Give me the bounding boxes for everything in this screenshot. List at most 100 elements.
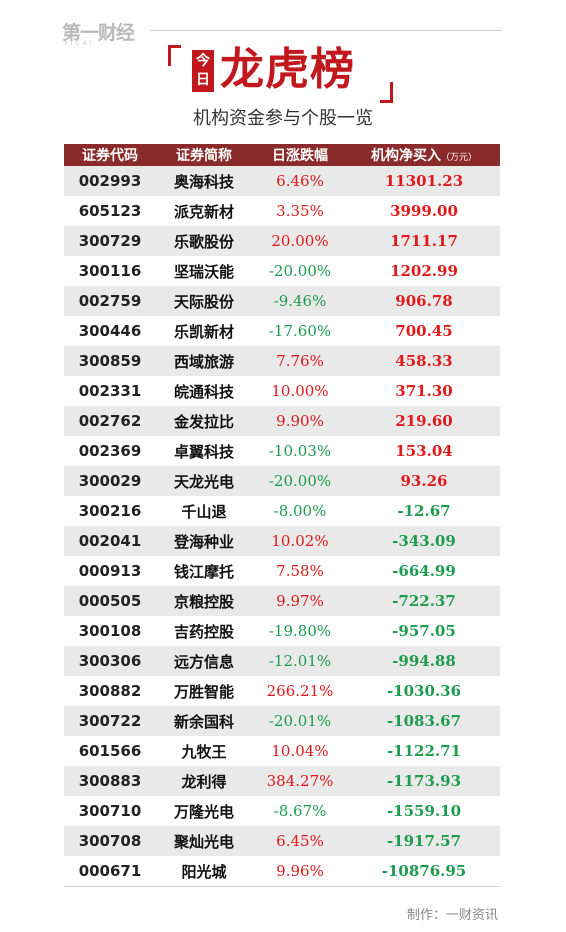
top-divider [150, 30, 502, 31]
table-row: 300710 万隆光电 -8.67% -1559.10 [64, 796, 500, 826]
col-header-change: 日涨跌幅 [252, 144, 348, 166]
cell-net-buy: -1917.57 [348, 826, 500, 856]
cell-code: 300883 [64, 766, 156, 796]
cell-change: 10.04% [252, 736, 348, 766]
table-row: 300029 天龙光电 -20.00% 93.26 [64, 466, 500, 496]
cell-code: 300116 [64, 256, 156, 286]
cell-net-buy: -10876.95 [348, 856, 500, 886]
yicai-logo-sub: YICAI [64, 40, 95, 47]
cell-change: 10.02% [252, 526, 348, 556]
cell-change: -17.60% [252, 316, 348, 346]
table-row: 002041 登海种业 10.02% -343.09 [64, 526, 500, 556]
institution-table: 证券代码 证券简称 日涨跌幅 机构净买入（万元） 002993 奥海科技 6.46%… [64, 144, 500, 886]
cell-change: -20.01% [252, 706, 348, 736]
cell-change: 266.21% [252, 676, 348, 706]
table-row: 300108 吉药控股 -19.80% -957.05 [64, 616, 500, 646]
table-row: 002762 金发拉比 9.90% 219.60 [64, 406, 500, 436]
cell-code: 300029 [64, 466, 156, 496]
cell-change: 9.90% [252, 406, 348, 436]
cell-net-buy: -1030.36 [348, 676, 500, 706]
cell-change: -12.01% [252, 646, 348, 676]
bracket-right-decoration [380, 82, 393, 103]
cell-change: 7.76% [252, 346, 348, 376]
cell-net-buy: 906.78 [348, 286, 500, 316]
cell-change: 7.58% [252, 556, 348, 586]
cell-code: 300722 [64, 706, 156, 736]
cell-code: 300710 [64, 796, 156, 826]
cell-code: 300708 [64, 826, 156, 856]
table-row: 300446 乐凯新材 -17.60% 700.45 [64, 316, 500, 346]
cell-name: 奥海科技 [156, 166, 252, 196]
cell-change: -19.80% [252, 616, 348, 646]
cell-change: 6.45% [252, 826, 348, 856]
table-body: 002993 奥海科技 6.46% 11301.23 605123 派克新材 3.35% 39… [64, 166, 500, 886]
table-row: 002993 奥海科技 6.46% 11301.23 [64, 166, 500, 196]
cell-name: 九牧王 [156, 736, 252, 766]
cell-code: 300729 [64, 226, 156, 256]
cell-code: 000671 [64, 856, 156, 886]
cell-name: 千山退 [156, 496, 252, 526]
cell-name: 京粮控股 [156, 586, 252, 616]
cell-code: 605123 [64, 196, 156, 226]
cell-change: -8.00% [252, 496, 348, 526]
cell-change: 6.46% [252, 166, 348, 196]
cell-net-buy: -1122.71 [348, 736, 500, 766]
cell-net-buy: 3999.00 [348, 196, 500, 226]
cell-net-buy: -664.99 [348, 556, 500, 586]
cell-name: 新余国科 [156, 706, 252, 736]
table-header-row: 证券代码 证券简称 日涨跌幅 机构净买入（万元） [64, 144, 500, 166]
table-row: 300708 聚灿光电 6.45% -1917.57 [64, 826, 500, 856]
cell-name: 派克新材 [156, 196, 252, 226]
cell-net-buy: -1559.10 [348, 796, 500, 826]
table-row: 300883 龙利得 384.27% -1173.93 [64, 766, 500, 796]
cell-change: -9.46% [252, 286, 348, 316]
cell-net-buy: -12.67 [348, 496, 500, 526]
cell-name: 乐凯新材 [156, 316, 252, 346]
cell-name: 金发拉比 [156, 406, 252, 436]
col-header-net-buy: 机构净买入（万元） [348, 144, 500, 166]
cell-net-buy: -1173.93 [348, 766, 500, 796]
cell-name: 聚灿光电 [156, 826, 252, 856]
cell-code: 000505 [64, 586, 156, 616]
cell-net-buy: -994.88 [348, 646, 500, 676]
cell-name: 坚瑞沃能 [156, 256, 252, 286]
cell-change: 20.00% [252, 226, 348, 256]
cell-change: -8.67% [252, 796, 348, 826]
cell-net-buy: -722.37 [348, 586, 500, 616]
cell-change: -10.03% [252, 436, 348, 466]
cell-name: 阳光城 [156, 856, 252, 886]
cell-code: 002041 [64, 526, 156, 556]
cell-net-buy: 700.45 [348, 316, 500, 346]
credit-text: 制作：一财资讯 [406, 908, 498, 923]
table-row: 601566 九牧王 10.04% -1122.71 [64, 736, 500, 766]
cell-code: 002369 [64, 436, 156, 466]
cell-change: 10.00% [252, 376, 348, 406]
table-row: 300859 西域旅游 7.76% 458.33 [64, 346, 500, 376]
cell-name: 天龙光电 [156, 466, 252, 496]
cell-code: 002993 [64, 166, 156, 196]
table-row: 300116 坚瑞沃能 -20.00% 1202.99 [64, 256, 500, 286]
cell-name: 万隆光电 [156, 796, 252, 826]
col-header-name: 证券简称 [156, 144, 252, 166]
cell-net-buy: 1202.99 [348, 256, 500, 286]
col-header-code: 证券代码 [64, 144, 156, 166]
cell-code: 002759 [64, 286, 156, 316]
table-row: 300306 远方信息 -12.01% -994.88 [64, 646, 500, 676]
cell-code: 601566 [64, 736, 156, 766]
cell-net-buy: -1083.67 [348, 706, 500, 736]
col-header-unit: （万元） [440, 153, 477, 163]
cell-code: 300859 [64, 346, 156, 376]
bottom-divider [64, 886, 500, 887]
cell-change: 3.35% [252, 196, 348, 226]
cell-name: 卓翼科技 [156, 436, 252, 466]
cell-name: 远方信息 [156, 646, 252, 676]
table-row: 000913 钱江摩托 7.58% -664.99 [64, 556, 500, 586]
cell-net-buy: -343.09 [348, 526, 500, 556]
table-row: 002331 皖通科技 10.00% 371.30 [64, 376, 500, 406]
cell-name: 吉药控股 [156, 616, 252, 646]
cell-change: 384.27% [252, 766, 348, 796]
cell-net-buy: 93.26 [348, 466, 500, 496]
cell-net-buy: 1711.17 [348, 226, 500, 256]
cell-code: 000913 [64, 556, 156, 586]
table-row: 300216 千山退 -8.00% -12.67 [64, 496, 500, 526]
